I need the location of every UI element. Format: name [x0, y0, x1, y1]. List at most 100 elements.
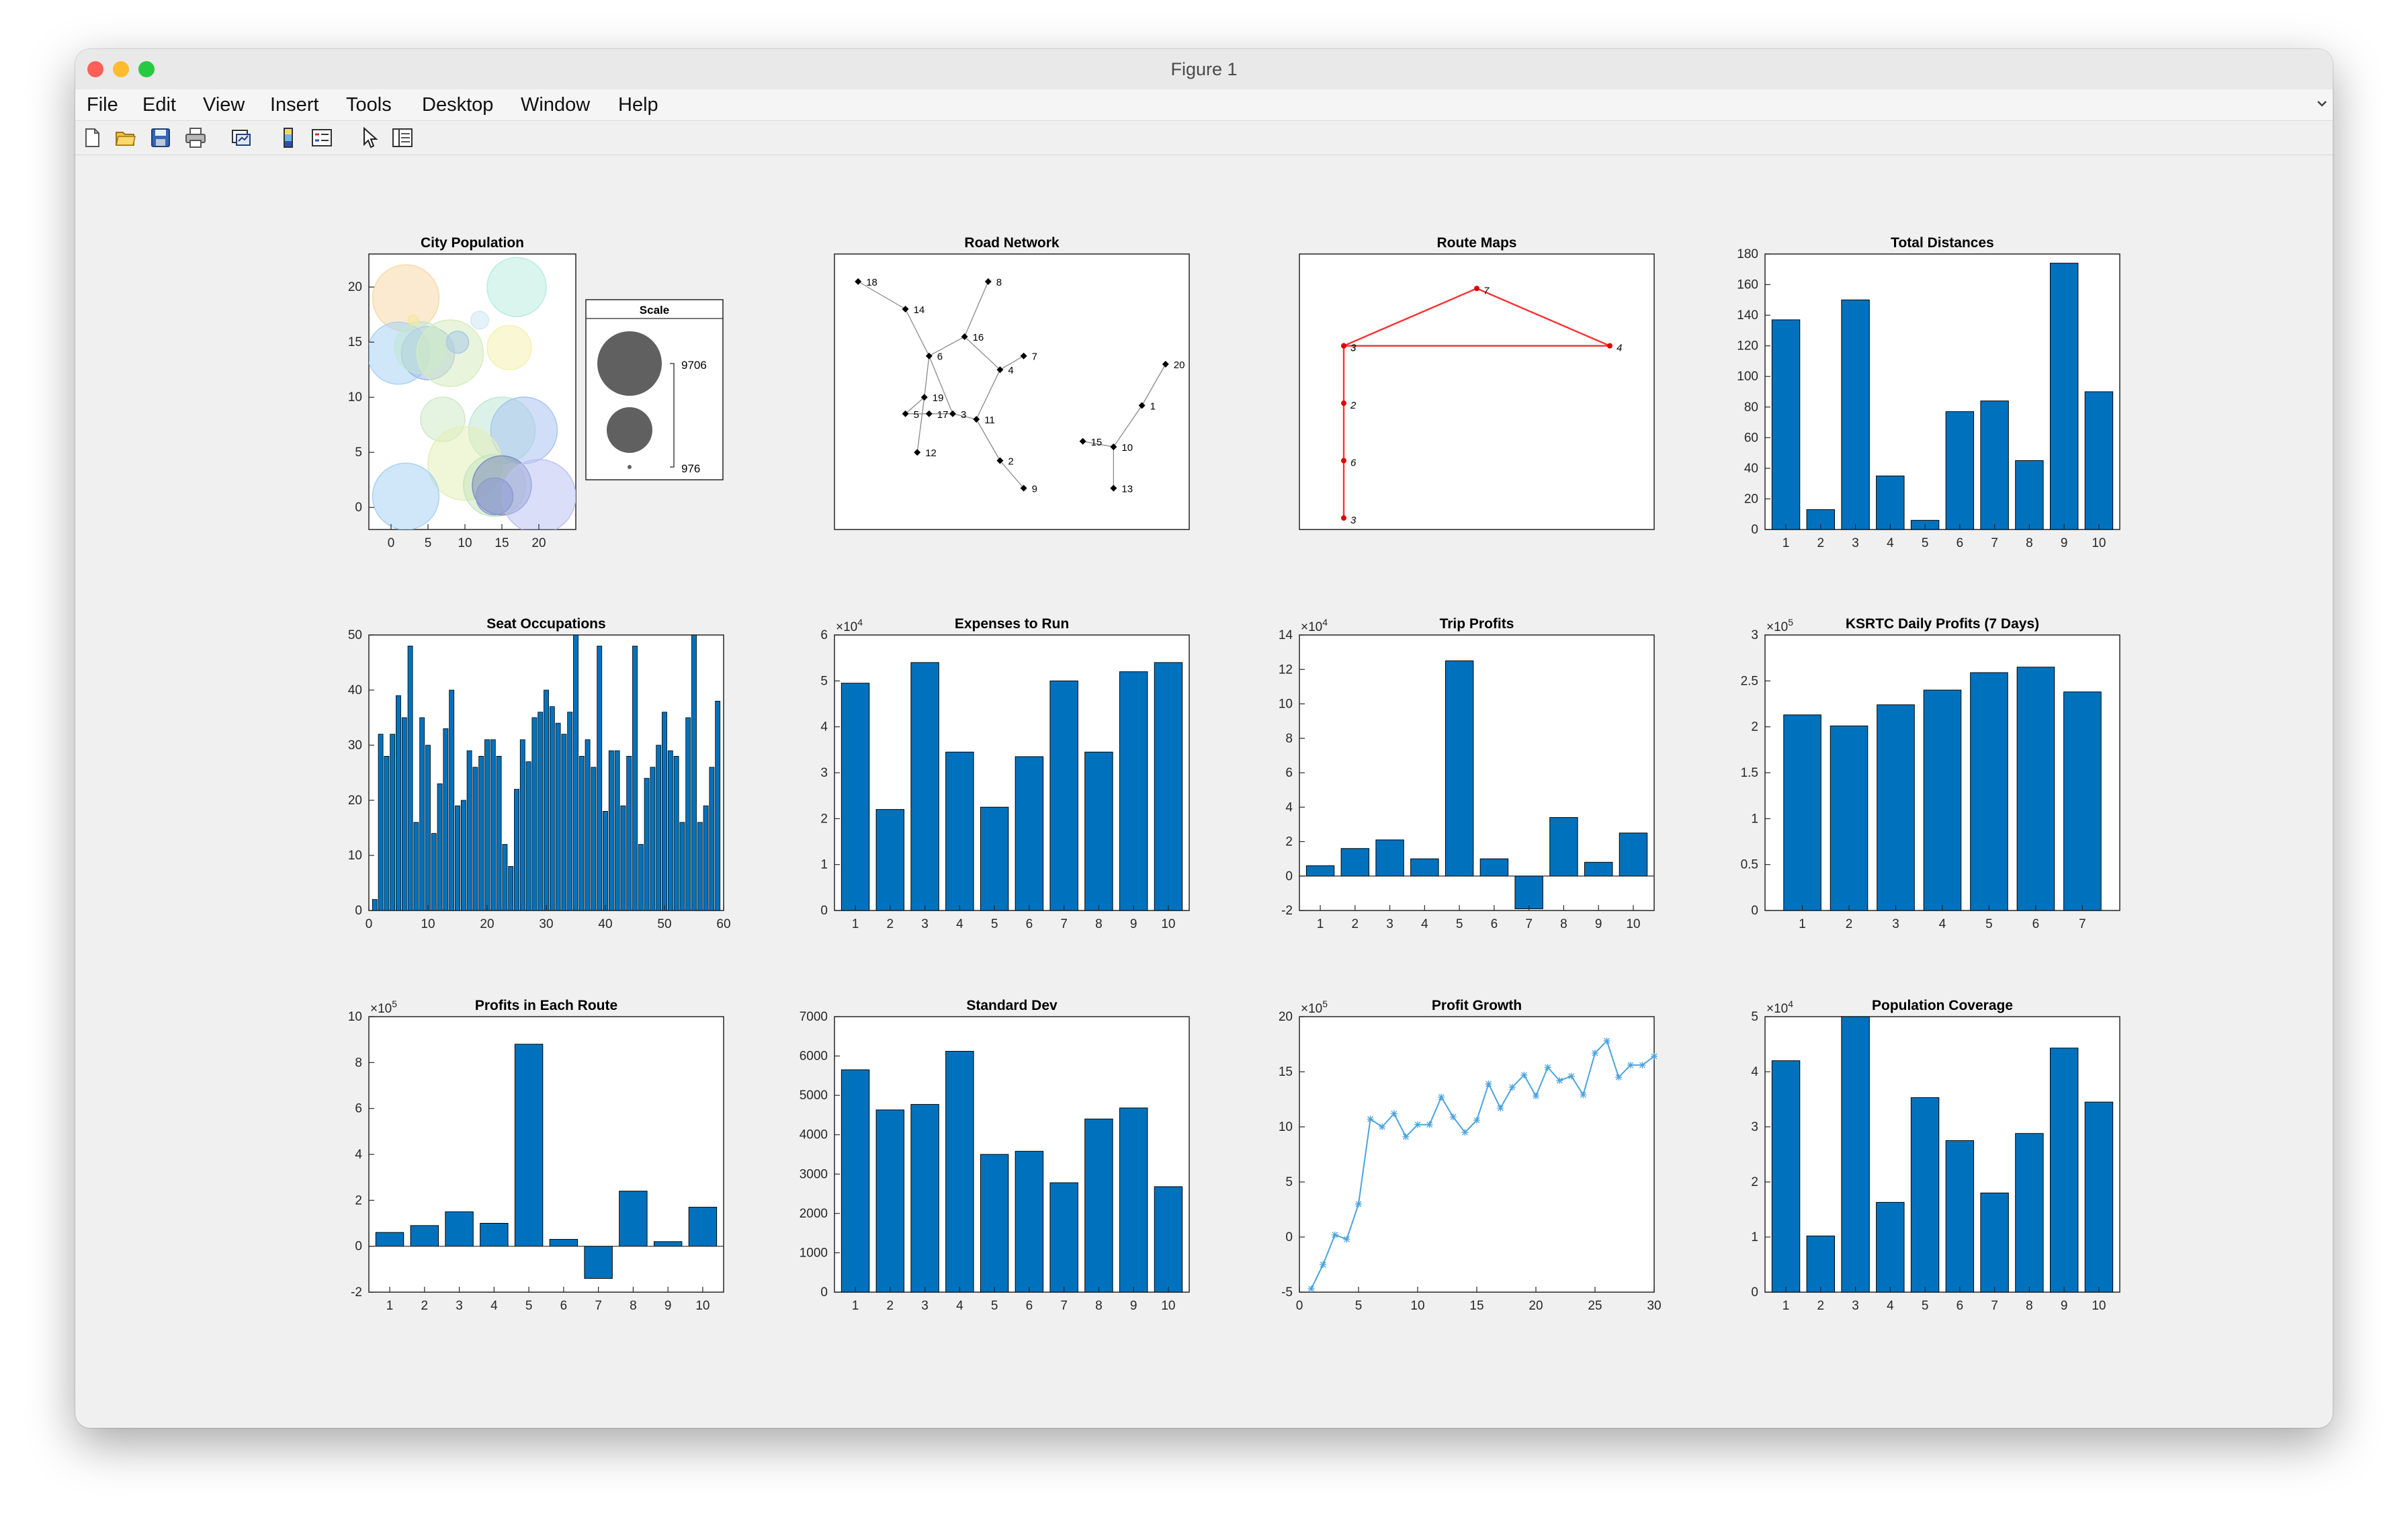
- menu-tools[interactable]: Tools: [346, 94, 392, 116]
- bar: [591, 767, 597, 911]
- road-node-label: 15: [1091, 437, 1103, 448]
- insert-legend-icon[interactable]: [310, 126, 333, 149]
- bar: [703, 805, 709, 911]
- city-population-chart: City Population 0 5 10 15 20 0 5 10 15 20 Scale 9706…: [348, 235, 724, 550]
- road-node-label: 7: [1032, 351, 1037, 363]
- bar: [445, 1211, 474, 1247]
- y-tick-label: 4: [820, 720, 828, 734]
- x-tick-label: 4: [956, 917, 963, 931]
- y-tick-label: 160: [1737, 278, 1758, 292]
- x-tick-label: 7: [595, 1299, 602, 1313]
- x-tick-label: 0: [366, 917, 373, 931]
- y-tick-label: -5: [1281, 1285, 1293, 1300]
- city-bubble: [445, 330, 470, 354]
- road-node: [961, 333, 968, 340]
- profits-in-each-route-chart: Profits in Each Route 1 2 3 4 5 6 7 8 9 10 -2 0 2 4 6 8 1…: [348, 998, 724, 1313]
- road-edge: [905, 396, 925, 415]
- bar: [619, 1191, 648, 1247]
- bar: [656, 745, 662, 911]
- y-tick-label: 15: [1279, 1065, 1293, 1079]
- bar: [496, 756, 502, 911]
- bar: [2016, 667, 2055, 911]
- x-tick-label: 9: [664, 1299, 672, 1313]
- zoom-window-button[interactable]: [138, 61, 155, 77]
- road-edge: [952, 413, 977, 420]
- road-node: [925, 410, 933, 417]
- bar: [410, 1225, 439, 1247]
- x-tick-label: 2: [887, 917, 894, 931]
- minimize-window-button[interactable]: [113, 61, 129, 77]
- insert-colorbar-icon[interactable]: [277, 126, 300, 149]
- growth-marker: [1580, 1091, 1587, 1099]
- bar: [1015, 1150, 1044, 1293]
- growth-marker: [1639, 1062, 1646, 1069]
- growth-marker: [1485, 1080, 1492, 1088]
- bar: [1305, 865, 1335, 877]
- open-file-icon[interactable]: [114, 126, 137, 149]
- bar: [1923, 689, 1962, 911]
- x-tick-label: 8: [1095, 917, 1103, 931]
- x-tick-label: 6: [1026, 917, 1033, 931]
- bar: [1049, 1182, 1078, 1293]
- axes-box: [1299, 1016, 1655, 1293]
- route-stop: [1341, 515, 1346, 521]
- bar: [561, 734, 567, 911]
- growth-marker: [1307, 1285, 1315, 1293]
- bar: [1980, 400, 2009, 530]
- bar: [1154, 1186, 1183, 1293]
- menu-file[interactable]: File: [87, 94, 118, 116]
- y-tick-label: 5: [820, 674, 828, 688]
- y-tick-label: 100: [1737, 370, 1758, 384]
- x-tick-label: 5: [991, 917, 998, 931]
- bar: [508, 866, 514, 911]
- new-figure-icon[interactable]: [81, 126, 103, 149]
- road-edge: [999, 460, 1025, 489]
- menu-edit[interactable]: Edit: [142, 94, 176, 116]
- city-bubble: [416, 319, 484, 387]
- y-tick-label: 0: [1751, 904, 1758, 918]
- y-tick-label: 2: [1751, 1175, 1758, 1189]
- x-tick-label: 1: [1782, 1299, 1790, 1313]
- seat-occupations-chart: Seat Occupations 0 10 20 30 40 50 60 0 10 20 30 40 50: [348, 616, 731, 931]
- bar: [1841, 299, 1870, 530]
- print-icon[interactable]: [184, 126, 207, 149]
- bar: [375, 1232, 404, 1247]
- axis-exponent-label: ×105: [1301, 999, 1328, 1016]
- bar: [544, 689, 549, 911]
- growth-marker: [1627, 1062, 1634, 1069]
- link-plot-icon[interactable]: [230, 126, 253, 149]
- x-tick-label: 8: [630, 1299, 637, 1313]
- save-icon[interactable]: [149, 126, 172, 149]
- city-bubble: [407, 314, 419, 326]
- y-tick-label: 20: [1744, 492, 1758, 506]
- x-tick-label: 9: [1595, 917, 1602, 931]
- chart-title: Total Distances: [1891, 235, 1994, 251]
- close-window-button[interactable]: [87, 61, 103, 77]
- x-tick-label: 7: [1991, 1299, 1998, 1313]
- property-inspector-icon[interactable]: [391, 126, 414, 149]
- scale-max-label: 9706: [681, 359, 707, 372]
- menu-view[interactable]: View: [203, 94, 245, 116]
- y-tick-label: 8: [355, 1056, 362, 1070]
- x-tick-label: 1: [1317, 917, 1324, 931]
- y-tick-label: 10: [1279, 1120, 1293, 1134]
- menu-insert[interactable]: Insert: [270, 94, 319, 116]
- bar: [650, 767, 656, 911]
- y-tick-label: 3000: [800, 1167, 828, 1181]
- menu-window[interactable]: Window: [521, 94, 591, 116]
- bar: [514, 789, 519, 911]
- menu-help[interactable]: Help: [618, 94, 658, 116]
- y-tick-label: -2: [351, 1285, 362, 1300]
- bar: [2049, 1048, 2079, 1293]
- road-node: [1020, 484, 1027, 492]
- x-tick-label: 10: [2092, 1299, 2106, 1313]
- y-tick-label: 20: [1279, 1010, 1293, 1024]
- edit-plot-pointer-icon[interactable]: [357, 126, 380, 149]
- growth-marker: [1355, 1200, 1362, 1207]
- bar: [1584, 861, 1613, 877]
- y-tick-label: 80: [1744, 400, 1758, 415]
- dock-figure-icon[interactable]: [2315, 97, 2329, 111]
- chart-title: Population Coverage: [1872, 998, 2013, 1013]
- road-node-label: 1: [1150, 401, 1156, 413]
- menu-desktop[interactable]: Desktop: [422, 94, 494, 116]
